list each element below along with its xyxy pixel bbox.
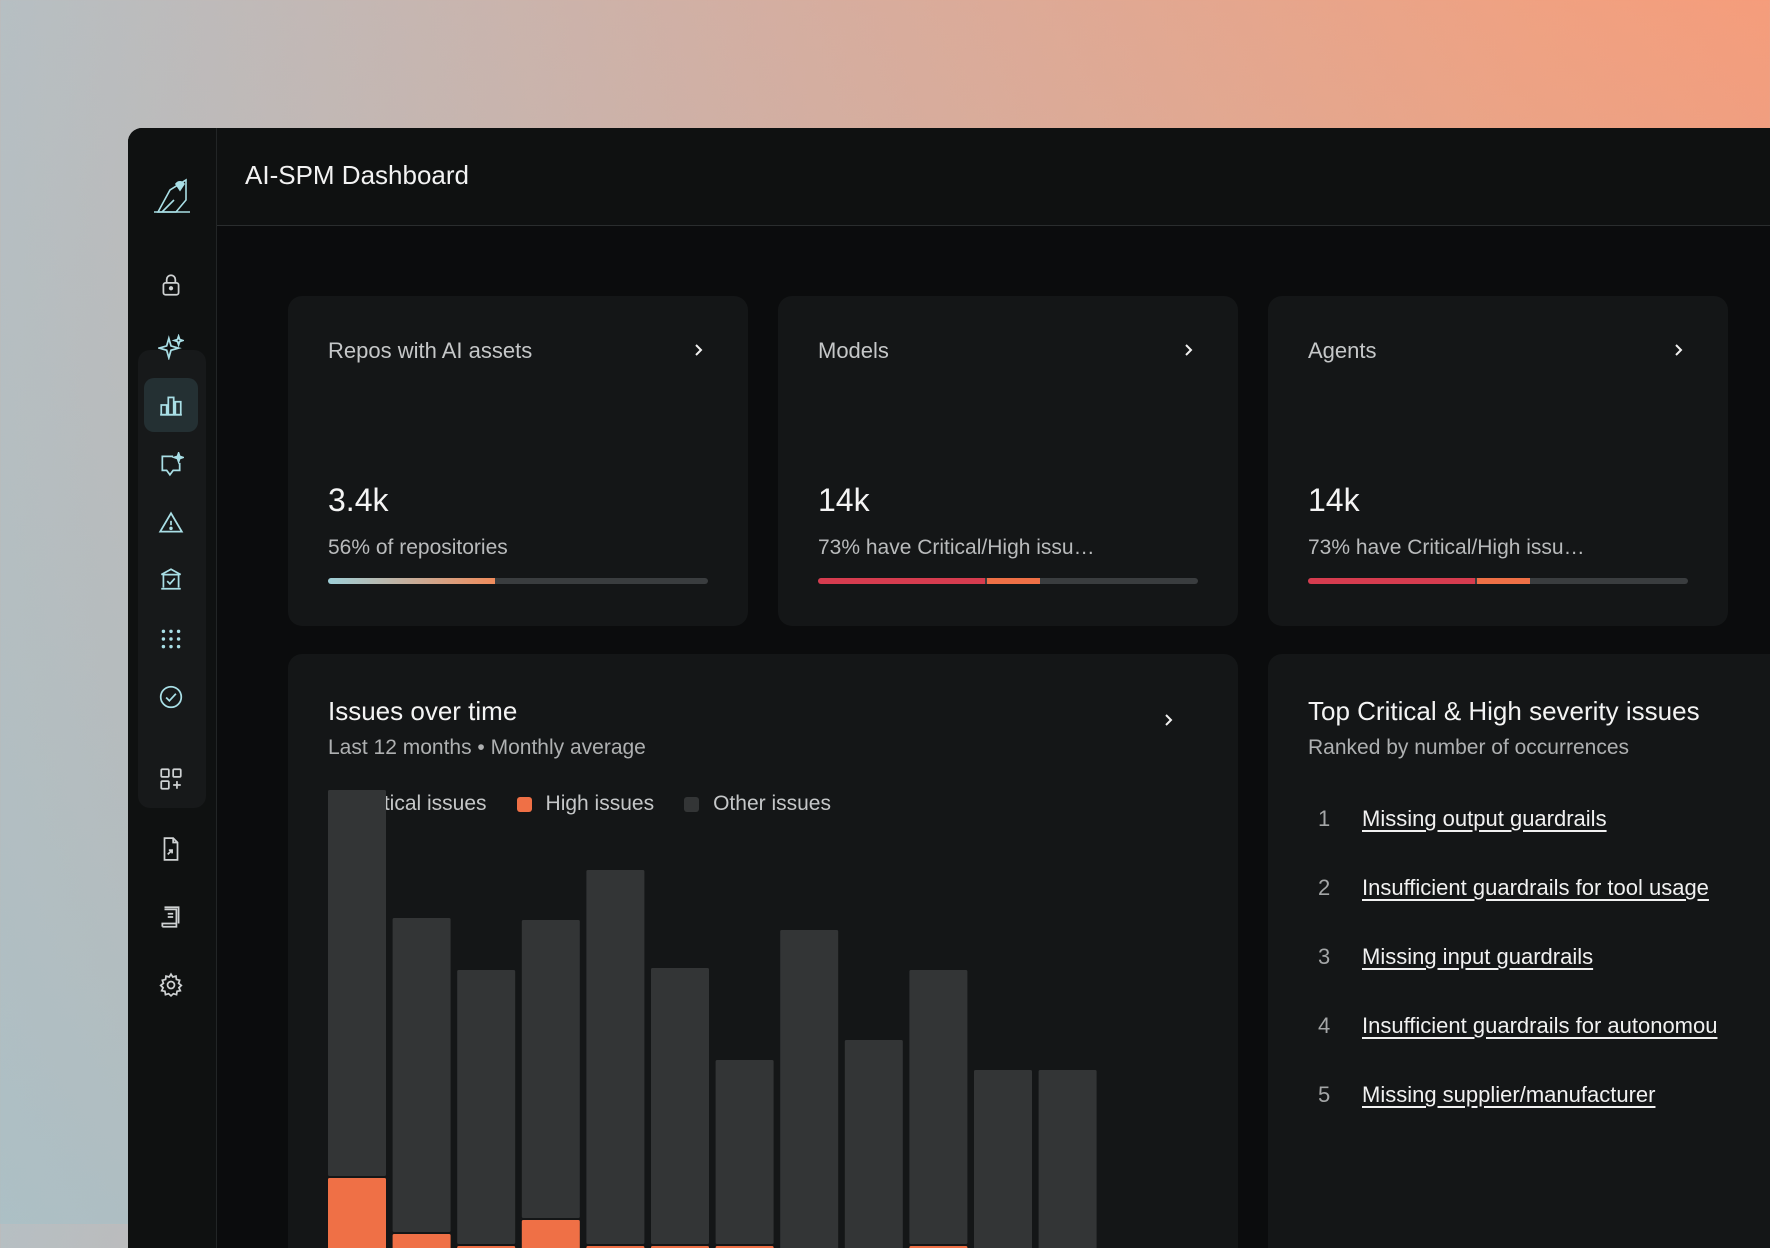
bar-chart-icon[interactable] — [144, 378, 198, 432]
bar-other-issues-9[interactable] — [844, 1040, 903, 1248]
add-widget-icon[interactable] — [144, 752, 198, 806]
bar-other-issues-4[interactable] — [521, 920, 580, 1218]
chat-sparkle-icon[interactable] — [144, 438, 198, 492]
panel-title: Top Critical & High severity issues — [1308, 696, 1700, 726]
issue-link[interactable]: Missing output guardrails — [1362, 806, 1607, 831]
gear-icon[interactable] — [144, 958, 198, 1012]
warning-icon[interactable] — [144, 496, 198, 550]
legend-item-high[interactable]: High issues — [516, 792, 655, 816]
progress-fill-high — [1477, 578, 1531, 584]
sidebar — [128, 128, 217, 1248]
bar-other-issues-1[interactable] — [328, 790, 386, 1176]
issue-rank: 2 — [1318, 875, 1331, 900]
progress-bar — [328, 578, 708, 584]
lock-icon[interactable] — [144, 258, 198, 312]
panel-title: Issues over time — [328, 696, 518, 726]
check-circle-icon[interactable] — [144, 670, 198, 724]
chevron-right-icon[interactable] — [1178, 340, 1198, 360]
app-window: AI-SPM Dashboard Repos with AI assets 3.… — [128, 128, 1770, 1248]
bar-other-issues-10[interactable] — [909, 970, 968, 1244]
bar-other-issues-2[interactable] — [392, 918, 451, 1232]
progress-fill-critical — [1308, 578, 1476, 584]
bar-other-issues-11[interactable] — [974, 1070, 1032, 1248]
legend-swatch — [516, 796, 532, 812]
legend-label: Critical issues — [357, 792, 487, 815]
legend-swatch — [684, 796, 700, 812]
legend-item-other[interactable]: Other issues — [684, 792, 831, 816]
grid-dots-icon[interactable] — [144, 612, 198, 666]
stat-value: 14k — [818, 482, 870, 518]
issues-over-time-panel: Issues over time Last 12 months • Monthl… — [288, 654, 1238, 1248]
bar-high-issues-2[interactable] — [392, 1234, 451, 1248]
bar-other-issues-6[interactable] — [651, 968, 709, 1244]
file-export-icon[interactable] — [144, 822, 198, 876]
stat-card-repos[interactable]: Repos with AI assets 3.4k 56% of reposit… — [288, 296, 748, 626]
report-icon[interactable] — [144, 890, 198, 944]
stat-label: Repos with AI assets — [328, 338, 533, 363]
panel-subtitle: Last 12 months • Monthly average — [328, 736, 646, 759]
issue-rank: 1 — [1318, 806, 1331, 831]
stat-subtext: 56% of repositories — [328, 536, 508, 559]
owl-logo-icon — [154, 178, 190, 213]
chevron-right-icon[interactable] — [1668, 340, 1688, 360]
stat-card-agents[interactable]: Agents 14k 73% have Critical/High issu… — [1268, 296, 1728, 626]
stat-label: Agents — [1308, 338, 1377, 363]
progress-bar — [1308, 578, 1688, 584]
bar-other-issues-3[interactable] — [457, 970, 516, 1244]
stat-subtext: 73% have Critical/High issu… — [818, 536, 1095, 559]
issue-link[interactable]: Missing supplier/manufacturer — [1362, 1082, 1656, 1107]
issue-item: 3 Missing input guardrails — [1318, 944, 1593, 970]
stat-card-models[interactable]: Models 14k 73% have Critical/High issu… — [778, 296, 1238, 626]
issue-item: 4 Insufficient guardrails for autonomou — [1318, 1013, 1717, 1039]
issue-item: 1 Missing output guardrails — [1318, 806, 1607, 832]
page-title: AI-SPM Dashboard — [245, 160, 469, 190]
issue-rank: 5 — [1318, 1082, 1331, 1107]
bar-high-issues-1[interactable] — [328, 1178, 386, 1248]
progress-fill — [328, 578, 496, 584]
progress-bar — [818, 578, 1198, 584]
legend-label: Other issues — [713, 792, 831, 815]
issue-link[interactable]: Insufficient guardrails for tool usage — [1362, 875, 1709, 900]
bar-other-issues-8[interactable] — [780, 930, 839, 1248]
issue-item: 5 Missing supplier/manufacturer — [1318, 1082, 1655, 1108]
issue-link[interactable]: Missing input guardrails — [1362, 944, 1594, 969]
issues-bar-chart — [328, 790, 1097, 1248]
top-bar: AI-SPM Dashboard — [217, 128, 1770, 226]
bar-other-issues-12[interactable] — [1038, 1070, 1097, 1248]
issue-rank: 4 — [1318, 1013, 1331, 1038]
legend-label: High issues — [545, 792, 655, 815]
stat-subtext: 73% have Critical/High issu… — [1308, 536, 1585, 559]
issue-link[interactable]: Insufficient guardrails for autonomou — [1362, 1013, 1718, 1038]
issue-item: 2 Insufficient guardrails for tool usage — [1318, 875, 1709, 901]
top-issues-panel: Top Critical & High severity issues Rank… — [1268, 654, 1770, 1248]
issue-rank: 3 — [1318, 944, 1331, 969]
bar-high-issues-4[interactable] — [521, 1220, 580, 1248]
chevron-right-icon[interactable] — [1158, 710, 1178, 730]
compliance-icon[interactable] — [144, 552, 198, 606]
stat-value: 3.4k — [328, 482, 389, 518]
bar-other-issues-5[interactable] — [586, 870, 645, 1244]
progress-fill-critical — [818, 578, 986, 584]
bar-other-issues-7[interactable] — [715, 1060, 774, 1244]
stat-value: 14k — [1308, 482, 1360, 518]
sparkle-icon[interactable] — [144, 320, 198, 374]
stat-label: Models — [818, 338, 889, 363]
panel-subtitle: Ranked by number of occurrences — [1308, 736, 1629, 759]
progress-fill-high — [987, 578, 1041, 584]
chevron-right-icon[interactable] — [688, 340, 708, 360]
